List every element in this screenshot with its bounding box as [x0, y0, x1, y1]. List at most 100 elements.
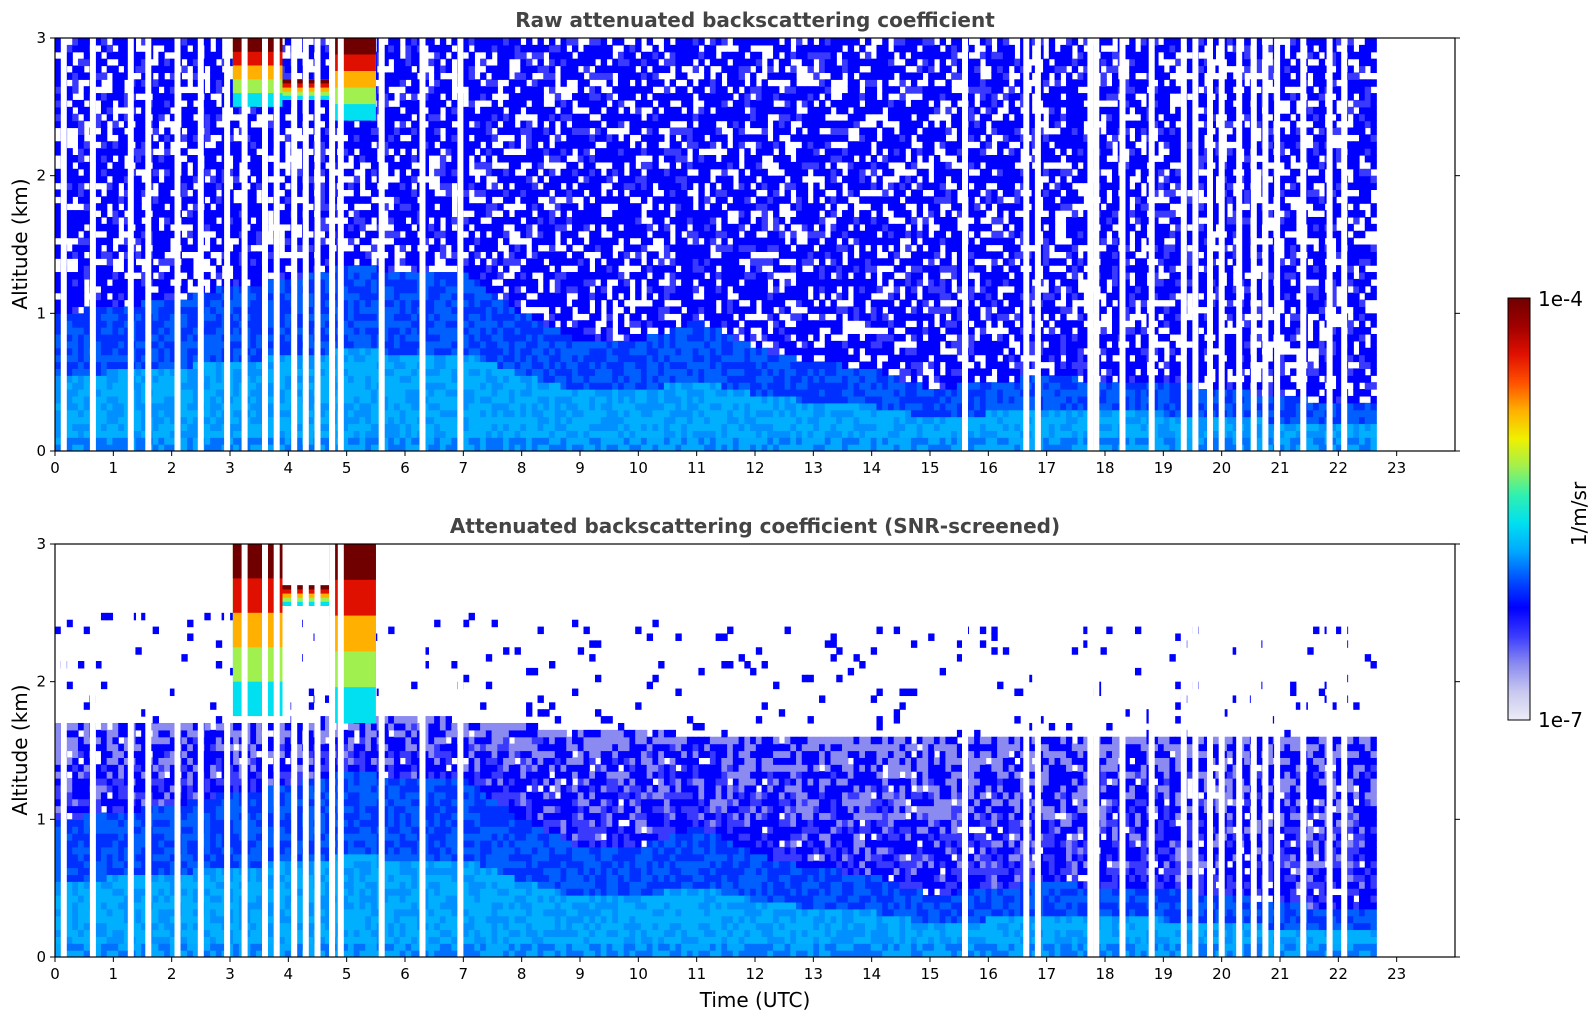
heatmap-cell [204, 389, 211, 397]
heatmap-cell [543, 113, 550, 122]
heatmap-cell [468, 86, 475, 94]
heatmap-cell [428, 395, 435, 404]
heatmap-cell [192, 292, 200, 301]
heatmap-cell [445, 313, 452, 321]
heatmap-cell [359, 382, 366, 390]
heatmap-cell [227, 409, 234, 418]
heatmap-cell [118, 79, 125, 87]
heatmap-cell [606, 113, 613, 122]
heatmap-cell [210, 189, 217, 197]
heatmap-cell [434, 409, 441, 418]
heatmap-cell [503, 155, 510, 163]
heatmap-cell [77, 189, 85, 197]
heatmap-cell [583, 278, 590, 287]
heatmap-cell [181, 361, 188, 369]
heatmap-cell [164, 389, 171, 397]
heatmap-cell [606, 168, 613, 177]
heatmap-cell [491, 423, 498, 431]
heatmap-cell [560, 402, 567, 411]
heatmap-cell [158, 409, 165, 418]
heatmap-cell [382, 148, 389, 156]
heatmap-cell [141, 444, 148, 451]
heatmap-cell [451, 168, 458, 177]
heatmap-cell [520, 423, 527, 431]
heatmap-cell [623, 182, 631, 191]
heatmap-cell [169, 292, 177, 301]
heatmap-cell [560, 375, 567, 383]
heatmap-cell [543, 395, 550, 404]
heatmap-cell [192, 120, 200, 129]
heatmap-cell [267, 258, 274, 266]
heatmap-cell [256, 430, 263, 438]
heatmap-cell [72, 210, 79, 218]
heatmap-cell [210, 106, 217, 115]
heatmap-cell [296, 189, 303, 197]
heatmap-cell [526, 65, 533, 74]
heatmap-cell [307, 258, 315, 266]
heatmap-cell [531, 216, 539, 225]
heatmap-cell [106, 265, 114, 273]
heatmap-cell [319, 58, 326, 67]
heatmap-cell [204, 430, 211, 438]
heatmap-cell [514, 38, 521, 46]
heatmap-cell [123, 120, 131, 129]
heatmap-cell [370, 333, 378, 342]
heatmap-cell [514, 423, 521, 431]
heatmap-cell [577, 251, 585, 259]
heatmap-cell [66, 58, 73, 67]
heatmap-cell [123, 292, 131, 301]
heatmap-cell [158, 106, 165, 115]
heatmap-cell [629, 86, 636, 94]
heatmap-cell [485, 210, 493, 218]
heatmap-cell [215, 244, 223, 252]
heatmap-cell [411, 58, 418, 67]
heatmap-cell [428, 272, 435, 280]
heatmap-cell [399, 389, 407, 397]
heatmap-cell [181, 430, 188, 438]
heatmap-cell [594, 292, 602, 301]
heatmap-cell [451, 409, 458, 418]
heatmap-cell [135, 444, 142, 451]
heatmap-cell [279, 113, 286, 122]
heatmap-cell [503, 395, 510, 404]
heatmap-cell [215, 361, 223, 369]
heatmap-cell [474, 38, 481, 46]
heatmap-cell [319, 223, 326, 232]
heatmap-cell [462, 106, 470, 115]
heatmap-cell [572, 93, 579, 101]
heatmap-cell [353, 189, 361, 197]
heatmap-cell [399, 423, 407, 431]
heatmap-cell [244, 244, 251, 252]
heatmap-cell [434, 127, 441, 135]
heatmap-cell [55, 437, 62, 445]
heatmap-cell [474, 444, 481, 451]
heatmap-cell [100, 416, 108, 425]
heatmap-cell [508, 361, 516, 369]
heatmap-cell [324, 272, 332, 280]
heatmap-cell [152, 423, 159, 431]
heatmap-cell [382, 230, 389, 239]
heatmap-cell [152, 79, 159, 87]
heatmap-cell [589, 58, 596, 67]
heatmap-cell [319, 382, 326, 390]
heatmap-cell [187, 299, 194, 308]
heatmap-cell [508, 285, 516, 294]
heatmap-cell [204, 340, 211, 349]
heatmap-cell [77, 175, 85, 184]
heatmap-cell [485, 409, 493, 418]
heatmap-cell [503, 347, 510, 356]
heatmap-cell [382, 58, 389, 67]
heatmap-cell [434, 216, 441, 225]
heatmap-cell [393, 340, 401, 349]
heatmap-cell [342, 361, 349, 369]
heatmap-cell [411, 106, 418, 115]
heatmap-cell [629, 120, 636, 129]
heatmap-cell [370, 148, 378, 156]
heatmap-cell [589, 340, 596, 349]
heatmap-cell [508, 416, 516, 425]
heatmap-cell [95, 93, 102, 101]
heatmap-cell [267, 141, 274, 149]
heatmap-cell [531, 416, 539, 425]
heatmap-cell [227, 354, 234, 363]
heatmap-cell [549, 313, 556, 321]
